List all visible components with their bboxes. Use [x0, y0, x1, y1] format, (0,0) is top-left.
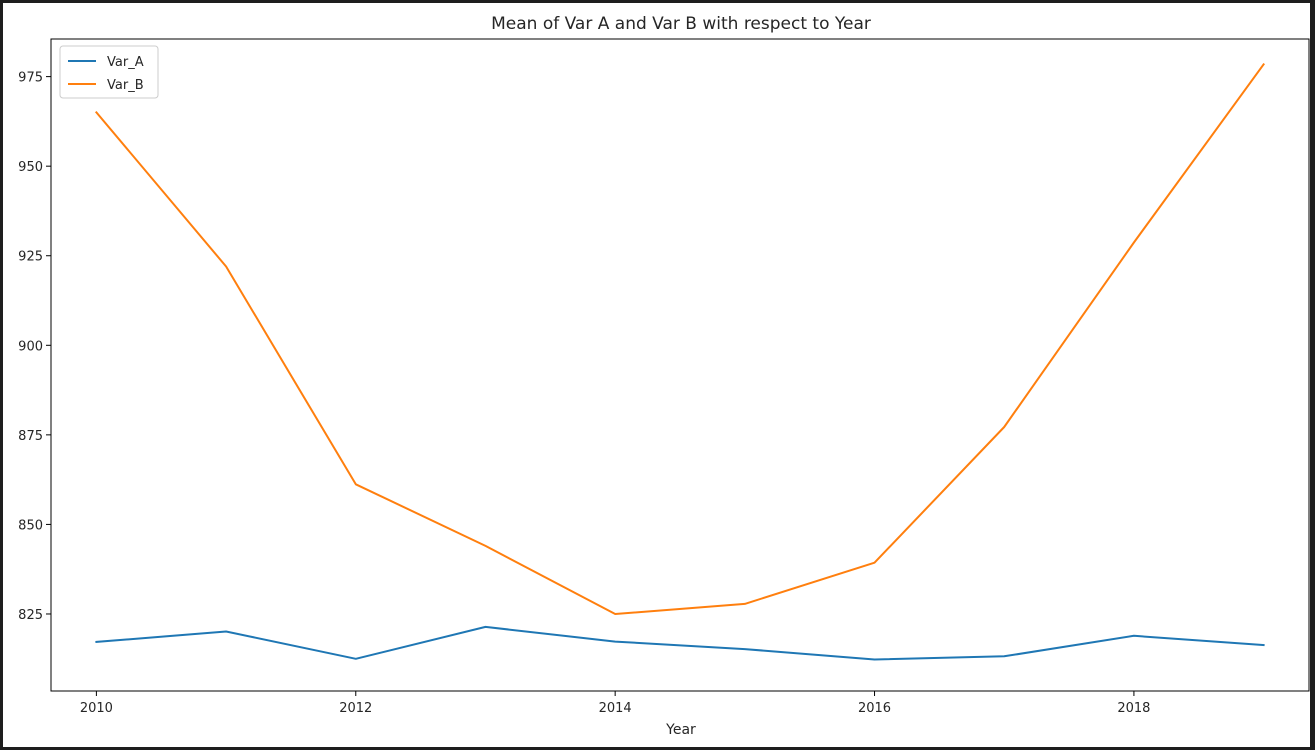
data-point-var-a-2014: [613, 639, 618, 644]
data-point-var-a-2018: [1131, 633, 1136, 638]
x-tick-label: 2014: [599, 701, 632, 716]
y-tick-label: 825: [18, 608, 43, 623]
legend: Var_A Var_B: [59, 45, 159, 99]
y-tick-label: 875: [18, 429, 43, 444]
x-tick-label: 2010: [80, 701, 113, 716]
data-point-var-b-2017: [1002, 425, 1007, 430]
chart-title: Mean of Var A and Var B with respect to …: [491, 14, 871, 34]
data-point-var-b-2018: [1131, 240, 1136, 245]
data-point-var-b-2014: [613, 612, 618, 617]
data-point-var-a-2011: [224, 629, 229, 634]
plot-area-frame: [50, 38, 1310, 692]
data-point-var-a-2016: [872, 657, 877, 662]
y-tick-label: 900: [18, 339, 43, 354]
data-point-var-a-2012: [353, 656, 358, 661]
data-point-var-b-2010: [94, 110, 99, 115]
figure-canvas: Mean of Var A and Var B with respect to …: [3, 3, 1310, 747]
line-chart: Mean of Var A and Var B with respect to …: [18, 14, 1310, 738]
y-tick-label: 925: [18, 250, 43, 265]
data-point-var-a-2013: [483, 624, 488, 629]
data-point-var-b-2013: [483, 543, 488, 548]
data-point-var-b-2012: [353, 482, 358, 487]
y-tick-label: 850: [18, 518, 43, 533]
y-tick-label: 950: [18, 160, 43, 175]
series-line-var-a: [95, 625, 1265, 661]
data-point-var-a-2017: [1002, 654, 1007, 659]
legend-label-var-a: Var_A: [107, 55, 144, 70]
series-line-var-b: [94, 63, 1265, 615]
x-axis-label: Year: [665, 722, 696, 738]
x-tick-label: 2012: [339, 701, 372, 716]
legend-label-var-b: Var_B: [107, 78, 144, 93]
y-tick-label: 975: [18, 71, 43, 86]
x-tick-label: 2016: [858, 701, 891, 716]
x-tick-label: 2018: [1117, 701, 1150, 716]
data-point-var-b-2011: [224, 264, 229, 269]
data-point-var-a-2015: [742, 647, 747, 652]
data-point-var-b-2019: [1261, 62, 1266, 67]
data-point-var-a-2010: [94, 639, 99, 644]
data-point-var-a-2019: [1261, 643, 1266, 648]
data-point-var-b-2016: [872, 560, 877, 565]
data-point-var-b-2015: [742, 601, 747, 606]
